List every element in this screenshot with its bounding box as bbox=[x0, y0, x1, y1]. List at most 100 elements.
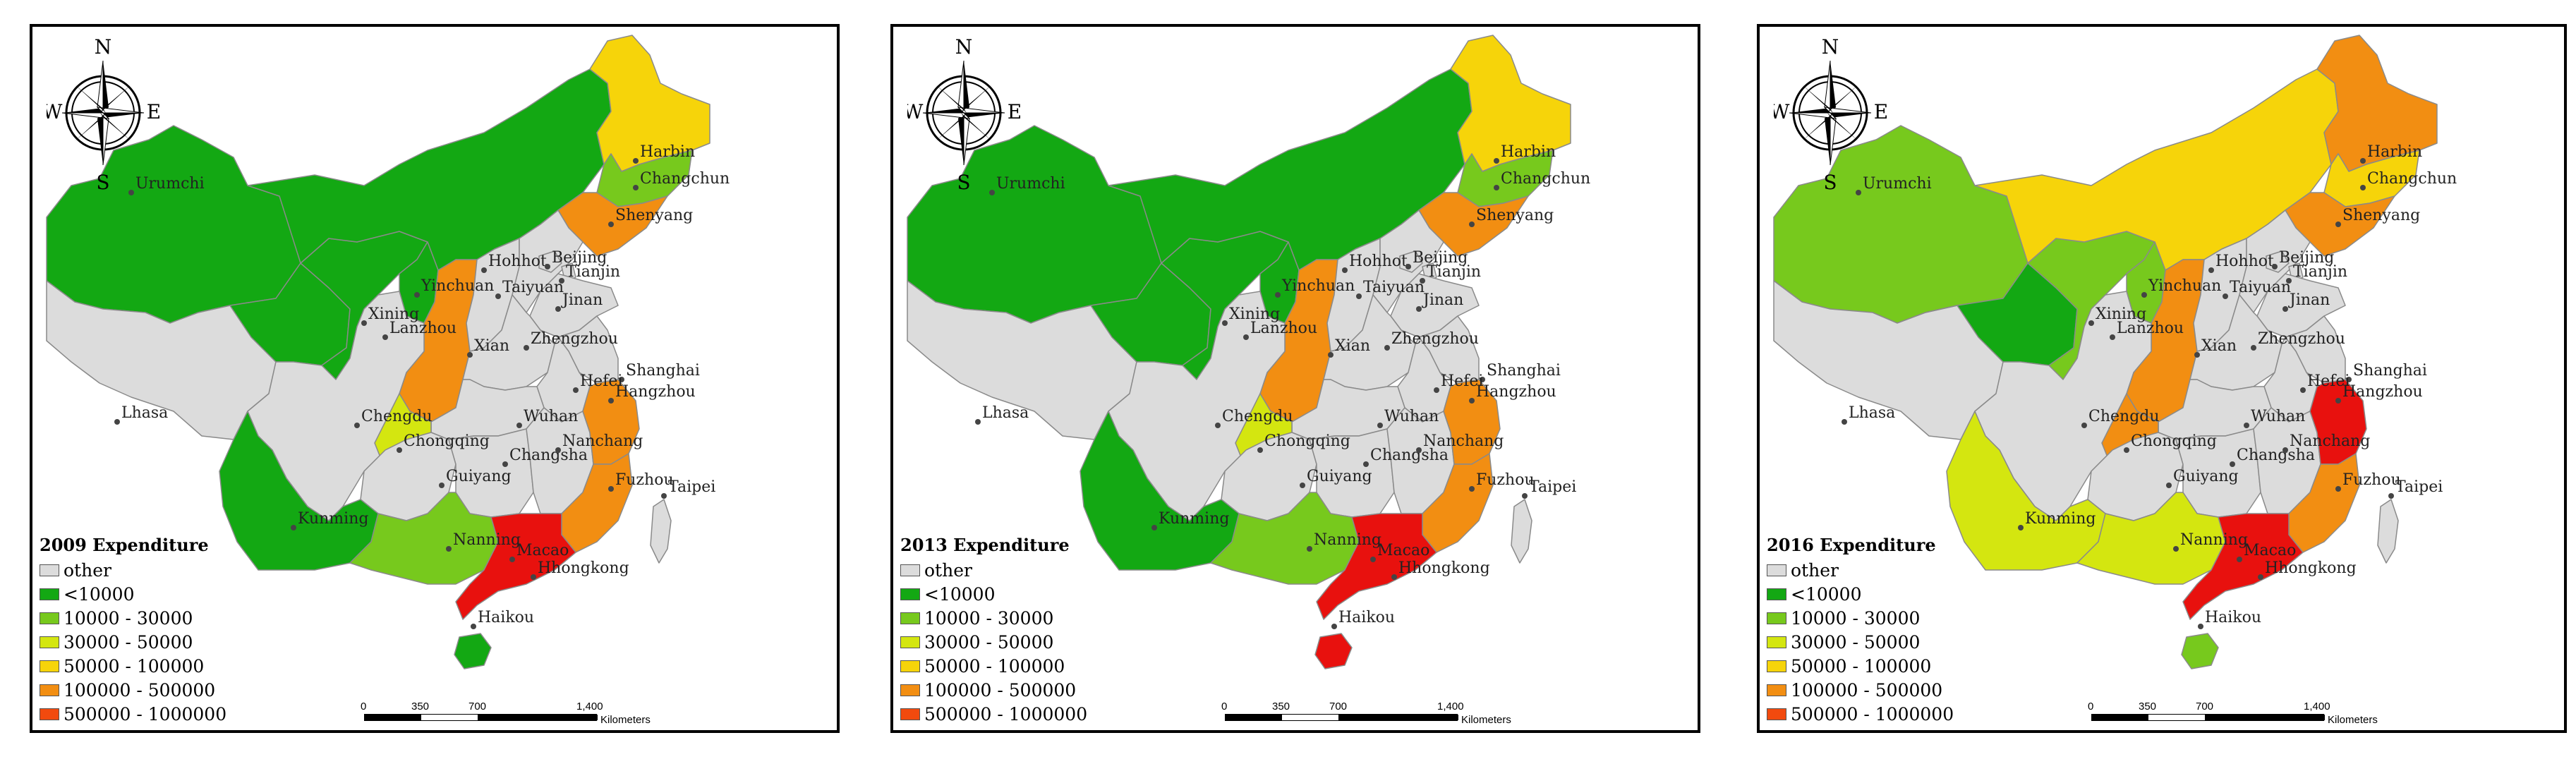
legend-label: 50000 - 100000 bbox=[64, 655, 205, 677]
legend-item-30000-50000: 30000 - 50000 bbox=[900, 630, 1087, 654]
city-label-shanghai: Shanghai bbox=[626, 362, 700, 380]
legend-swatch bbox=[900, 684, 920, 696]
city-label-tianjin: Tianjin bbox=[1427, 263, 1481, 281]
city-label-nanchang: Nanchang bbox=[1423, 432, 1504, 450]
legend-swatch bbox=[40, 684, 59, 696]
legend-label: 50000 - 100000 bbox=[924, 655, 1065, 677]
city-label-kunming: Kunming bbox=[298, 510, 368, 528]
scale-unit: Kilometers bbox=[600, 714, 651, 726]
city-label-xian: Xian bbox=[2201, 337, 2237, 355]
city-label-changchun: Changchun bbox=[2367, 170, 2457, 188]
legend-swatch bbox=[1767, 660, 1786, 672]
legend: 2009 Expenditure other <10000 10000 - 3000… bbox=[40, 535, 226, 730]
city-marker-harbin bbox=[633, 158, 639, 164]
scale-tick-1400: 1,400 bbox=[1437, 701, 1464, 713]
city-label-jinan: Jinan bbox=[1422, 291, 1463, 309]
city-marker-hohhot bbox=[481, 267, 487, 273]
city-label-nanchang: Nanchang bbox=[2290, 432, 2370, 450]
legend-label: <10000 bbox=[924, 583, 996, 605]
city-marker-beijing bbox=[2272, 264, 2278, 269]
city-marker-changchun bbox=[1494, 185, 1499, 190]
legend-item-50000-100000: 50000 - 100000 bbox=[900, 654, 1087, 678]
legend-label: other bbox=[64, 559, 111, 581]
city-label-wuhan: Wuhan bbox=[524, 408, 578, 425]
legend-item-500000-1000000: 500000 - 1000000 bbox=[900, 702, 1087, 726]
province-fujian bbox=[561, 453, 633, 553]
province-hainan bbox=[454, 633, 492, 669]
city-marker-taipei bbox=[1522, 493, 1528, 499]
city-label-guiyang: Guiyang bbox=[1307, 468, 1372, 485]
city-marker-tianjin bbox=[559, 278, 564, 284]
province-fujian bbox=[2288, 453, 2360, 553]
city-label-beijing: Beijing bbox=[2279, 249, 2334, 267]
city-label-urumchi: Urumchi bbox=[996, 175, 1065, 193]
city-label-hangzhou: Hangzhou bbox=[2342, 383, 2423, 401]
city-label-yinchuan: Yinchuan bbox=[421, 277, 494, 295]
city-marker-guiyang bbox=[1300, 483, 1305, 488]
city-label-fuzhou: Fuzhou bbox=[615, 471, 674, 489]
legend-swatch bbox=[900, 660, 920, 672]
city-label-harbin: Harbin bbox=[1501, 143, 1556, 161]
north-arrow: N W E S bbox=[42, 34, 162, 196]
province-beijing bbox=[538, 250, 562, 273]
city-marker-changchun bbox=[633, 185, 639, 190]
city-marker-hohhot bbox=[1342, 267, 1348, 273]
compass-s: S bbox=[96, 171, 109, 194]
legend-item-50000-100000: 50000 - 100000 bbox=[1767, 654, 1954, 678]
city-marker-shenyang bbox=[608, 222, 614, 227]
legend-item-lt10000: <10000 bbox=[40, 582, 226, 606]
legend-label: other bbox=[1791, 559, 1839, 581]
city-marker-shenyang bbox=[2335, 222, 2341, 227]
legend-label: 500000 - 1000000 bbox=[1791, 703, 1954, 724]
city-label-hohhot: Hohhot bbox=[2215, 253, 2274, 270]
city-label-wuhan: Wuhan bbox=[2251, 408, 2305, 425]
city-label-lanzhou: Lanzhou bbox=[2117, 320, 2184, 337]
scale-tick-0: 0 bbox=[361, 701, 367, 713]
city-label-nanchang: Nanchang bbox=[562, 432, 643, 450]
city-marker-hefei bbox=[1434, 387, 1439, 393]
legend-label: 10000 - 30000 bbox=[924, 607, 1054, 629]
city-marker-macao bbox=[1370, 557, 1376, 562]
city-label-shanghai: Shanghai bbox=[1487, 362, 1561, 380]
legend-swatch bbox=[900, 612, 920, 624]
city-marker-wuhan bbox=[2244, 423, 2249, 428]
city-label-taipei: Taipei bbox=[1529, 478, 1576, 496]
city-marker-haikou bbox=[1331, 624, 1337, 629]
city-label-lhasa: Lhasa bbox=[982, 404, 1029, 422]
city-label-hefei: Hefei bbox=[1441, 372, 1483, 390]
province-taiwan bbox=[650, 499, 672, 564]
city-label-zhengzhou: Zhengzhou bbox=[1391, 330, 1479, 348]
city-label-changchun: Changchun bbox=[1501, 170, 1590, 188]
city-label-hefei: Hefei bbox=[2307, 372, 2350, 390]
compass-rose-icon: N W E S bbox=[1770, 35, 1889, 194]
city-marker-zhengzhou bbox=[1384, 345, 1390, 351]
legend-label: 10000 - 30000 bbox=[64, 607, 193, 629]
city-label-kunming: Kunming bbox=[2025, 510, 2096, 528]
compass-e: E bbox=[1008, 100, 1020, 123]
city-label-tianjin: Tianjin bbox=[2293, 263, 2347, 281]
scale-track bbox=[1225, 714, 1458, 721]
city-marker-taiyuan bbox=[495, 293, 501, 299]
city-marker-hhongkong bbox=[1391, 574, 1397, 580]
city-marker-guiyang bbox=[2166, 483, 2172, 488]
scale-tick-1400: 1,400 bbox=[576, 701, 603, 713]
compass-n: N bbox=[95, 35, 112, 59]
scale-tick-700: 700 bbox=[2196, 701, 2214, 713]
scale-unit: Kilometers bbox=[2328, 714, 2378, 726]
scale-tick-700: 700 bbox=[468, 701, 487, 713]
legend-swatch bbox=[40, 708, 59, 720]
city-label-yinchuan: Yinchuan bbox=[2148, 277, 2221, 295]
city-marker-urumchi bbox=[989, 190, 995, 195]
city-marker-hohhot bbox=[2208, 267, 2214, 273]
legend: 2016 Expenditure other <10000 10000 - 3000… bbox=[1767, 535, 1954, 730]
city-label-beijing: Beijing bbox=[1413, 249, 1468, 267]
city-marker-lhasa bbox=[114, 419, 120, 425]
scale-bar: 0 350 700 1,400 Kilometers bbox=[361, 701, 798, 729]
legend-item-10000-30000: 10000 - 30000 bbox=[40, 606, 226, 630]
city-marker-shanghai bbox=[2346, 377, 2352, 382]
compass-rose-icon: N W E S bbox=[42, 35, 162, 194]
city-label-macao: Macao bbox=[1377, 542, 1429, 559]
province-map: Urumchi Harbin Changchun Shenyang Hohhot Beij… bbox=[907, 35, 1590, 669]
city-marker-jinan bbox=[555, 306, 561, 312]
city-marker-zhengzhou bbox=[524, 345, 529, 351]
